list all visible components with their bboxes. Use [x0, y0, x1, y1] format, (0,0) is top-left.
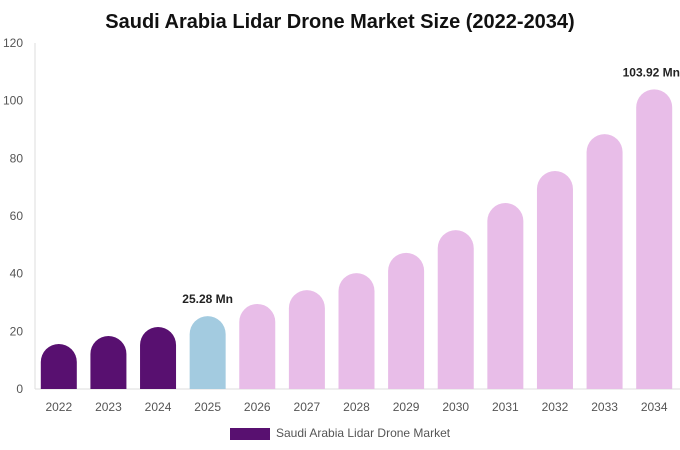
x-tick-label: 2024 — [145, 400, 172, 414]
x-tick-label: 2031 — [492, 400, 519, 414]
bar-2024 — [140, 327, 177, 389]
bar-2029 — [388, 252, 425, 389]
y-tick-label: 120 — [3, 36, 23, 50]
bar-2027 — [288, 290, 325, 389]
x-axis: 2022 2023 2024 2025 2026 2027 2028 2029 2030 2031… — [45, 400, 667, 414]
y-tick-label: 20 — [10, 324, 24, 338]
x-tick-label: 2022 — [45, 400, 72, 414]
x-tick-label: 2034 — [641, 400, 668, 414]
y-tick-label: 0 — [16, 382, 23, 396]
bar-2028 — [338, 273, 375, 389]
bar-2030 — [437, 230, 474, 389]
bar-2032 — [536, 171, 573, 389]
x-tick-label: 2027 — [294, 400, 321, 414]
y-tick-label: 60 — [10, 209, 24, 223]
x-tick-label: 2023 — [95, 400, 122, 414]
x-tick-label: 2025 — [194, 400, 221, 414]
bars — [40, 89, 673, 389]
chart-title: Saudi Arabia Lidar Drone Market Size (20… — [105, 11, 574, 33]
x-tick-label: 2032 — [542, 400, 569, 414]
bar-2026 — [239, 303, 276, 389]
x-tick-label: 2029 — [393, 400, 420, 414]
bar-2025 — [189, 316, 226, 389]
x-tick-label: 2033 — [591, 400, 618, 414]
legend-label: Saudi Arabia Lidar Drone Market — [276, 426, 451, 440]
data-labels: 25.28 Mn 103.92 Mn — [182, 65, 680, 306]
x-tick-label: 2030 — [442, 400, 469, 414]
legend: Saudi Arabia Lidar Drone Market — [230, 426, 451, 440]
data-label-2034: 103.92 Mn — [623, 65, 680, 79]
x-tick-label: 2026 — [244, 400, 271, 414]
x-tick-label: 2028 — [343, 400, 370, 414]
bar-2034 — [636, 89, 673, 389]
bar-2033 — [586, 134, 623, 389]
bar-2022 — [40, 344, 77, 389]
y-tick-label: 80 — [10, 151, 24, 165]
legend-swatch — [230, 428, 270, 440]
y-tick-label: 100 — [3, 94, 23, 108]
bar-2023 — [90, 335, 127, 389]
y-tick-label: 40 — [10, 267, 24, 281]
data-label-2025: 25.28 Mn — [182, 292, 233, 306]
bar-2031 — [487, 203, 524, 389]
